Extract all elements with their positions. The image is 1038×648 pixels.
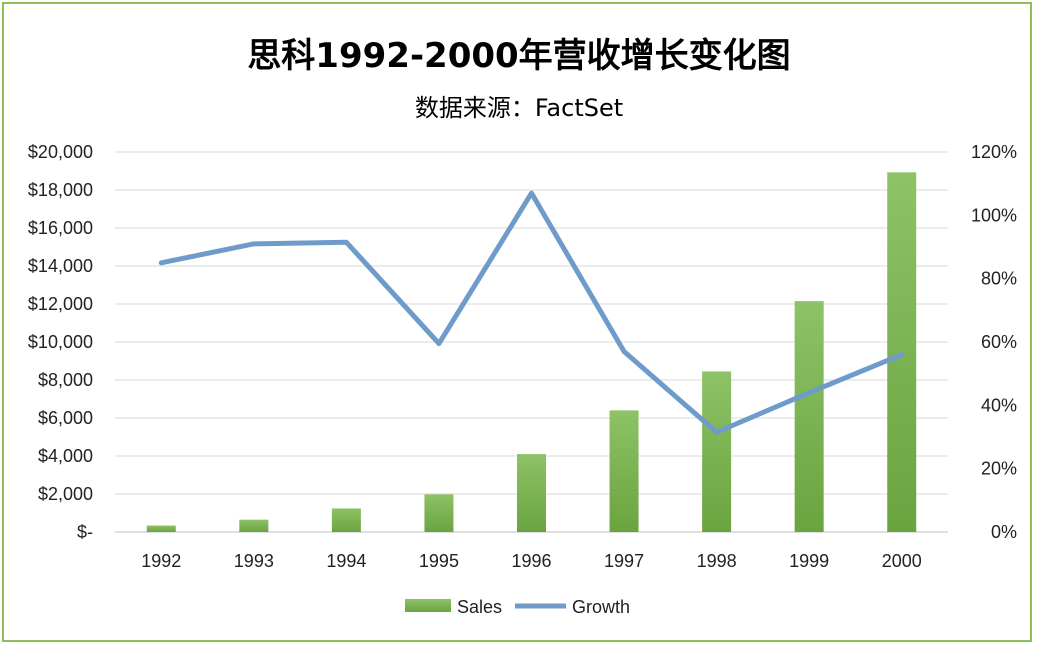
sales-bar (794, 301, 824, 532)
right-tick-label: 100% (971, 205, 1017, 225)
right-tick-label: 60% (981, 332, 1017, 352)
left-tick-label: $4,000 (38, 446, 93, 466)
left-tick-label: $18,000 (28, 180, 93, 200)
x-tick-label: 1993 (234, 551, 274, 571)
right-tick-label: 20% (981, 459, 1017, 479)
x-tick-label: 1992 (141, 551, 181, 571)
left-tick-label: $- (77, 522, 93, 542)
right-axis: 0% 20% 40% 60% 80% 100% 120% (971, 142, 1017, 542)
left-tick-label: $14,000 (28, 256, 93, 276)
left-tick-label: $8,000 (38, 370, 93, 390)
x-tick-label: 1999 (789, 551, 829, 571)
x-tick-label: 1997 (604, 551, 644, 571)
x-tick-label: 1996 (511, 551, 551, 571)
x-axis: 1992 1993 1994 1995 1996 1997 1998 1999 2000 (141, 551, 921, 571)
sales-bar (517, 454, 546, 532)
sales-bar (424, 494, 454, 532)
sales-bar (239, 519, 269, 532)
legend-sales-label: Sales (457, 597, 502, 617)
sales-bar (331, 508, 361, 532)
growth-line-group (158, 190, 905, 435)
legend-sales-swatch (405, 599, 451, 612)
right-tick-label: 120% (971, 142, 1017, 162)
right-tick-label: 40% (981, 395, 1017, 415)
legend-growth-label: Growth (572, 597, 630, 617)
left-tick-label: $6,000 (38, 408, 93, 428)
right-tick-label: 0% (991, 522, 1017, 542)
sales-bar (887, 172, 917, 532)
left-tick-label: $10,000 (28, 332, 93, 352)
x-tick-label: 1995 (419, 551, 459, 571)
sales-bar (609, 410, 639, 532)
chart-subtitle: 数据来源：FactSet (414, 94, 624, 122)
left-tick-label: $12,000 (28, 294, 93, 314)
x-tick-label: 2000 (882, 551, 922, 571)
x-tick-label: 1998 (697, 551, 737, 571)
sales-bar (146, 525, 176, 532)
right-tick-label: 80% (981, 269, 1017, 289)
left-tick-label: $2,000 (38, 484, 93, 504)
left-axis: $- $2,000 $4,000 $6,000 $8,000 $10,000 $12,000… (28, 142, 93, 542)
left-tick-label: $16,000 (28, 218, 93, 238)
legend: Sales Growth (405, 597, 630, 617)
sales-bar (702, 371, 732, 532)
chart-title: 思科1992-2000年营收增长变化图 (247, 36, 791, 76)
sales-bars (146, 172, 917, 532)
left-tick-label: $20,000 (28, 142, 93, 162)
growth-line (158, 190, 905, 435)
x-tick-label: 1994 (326, 551, 366, 571)
